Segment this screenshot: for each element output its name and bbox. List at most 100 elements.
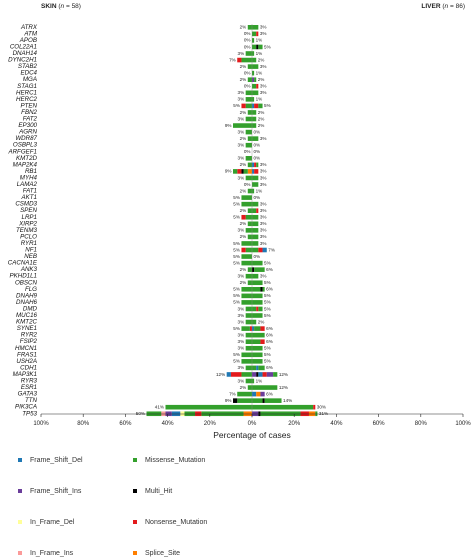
gene-label: DMD	[23, 305, 38, 312]
legend-label: In_Frame_Ins	[30, 550, 74, 557]
gene-label: FBN2	[21, 109, 37, 116]
right-percent-label: 3%	[260, 241, 267, 246]
right-bar-segment	[252, 208, 257, 213]
left-bar-segment	[245, 306, 252, 312]
right-bar-segment	[260, 287, 263, 292]
left-bar-segment	[245, 142, 252, 148]
legend-swatch	[18, 489, 22, 494]
right-percent-label: 0%	[254, 156, 261, 161]
left-percent-label: 3%	[238, 143, 245, 148]
right-bar-segment	[252, 90, 259, 96]
gene-label: RYR2	[21, 332, 38, 339]
gene-label: FSIP2	[20, 338, 38, 345]
left-bar-segment	[247, 64, 252, 69]
right-bar-segment	[254, 326, 261, 331]
legend-item: Frame_Shift_Ins	[18, 488, 81, 495]
left-bar-segment	[241, 372, 252, 377]
right-bar-segment	[254, 162, 257, 168]
right-percent-label: 6%	[266, 326, 273, 331]
right-bar-segment	[252, 293, 263, 299]
right-bar-segment	[266, 372, 274, 377]
left-bar-segment	[241, 241, 252, 246]
left-percent-label: 3%	[238, 274, 245, 279]
legend-label: Frame_Shift_Del	[30, 457, 83, 464]
right-percent-label: 0%	[254, 129, 261, 134]
right-bar-segment	[252, 319, 257, 325]
x-axis-label: Percentage of cases	[213, 430, 291, 440]
left-percent-label: 2%	[240, 208, 247, 213]
left-percent-label: 0%	[244, 70, 251, 75]
gene-label: TP53	[22, 410, 37, 417]
x-tick-label: 0%	[248, 421, 257, 427]
left-percent-label: 3%	[238, 97, 245, 102]
right-bar-segment	[260, 391, 265, 397]
left-percent-label: 0%	[244, 149, 251, 154]
gene-label: FAT2	[23, 116, 38, 123]
right-percent-label: 12%	[279, 372, 288, 377]
left-percent-label: 0%	[244, 182, 251, 187]
right-percent-label: 5%	[264, 280, 271, 285]
gene-label: FLG	[25, 286, 37, 293]
right-percent-label: 6%	[266, 287, 273, 292]
left-percent-label: 3%	[238, 346, 245, 351]
left-percent-label: 9%	[225, 123, 232, 128]
left-percent-label: 0%	[244, 84, 251, 89]
gene-label: WDR87	[15, 135, 37, 142]
right-bar-segment	[258, 365, 265, 371]
left-percent-label: 5%	[233, 293, 240, 298]
left-percent-label: 5%	[233, 215, 240, 220]
left-bar-segment	[247, 267, 252, 272]
legend-item: Splice_Site	[133, 550, 180, 557]
right-bar-segment	[252, 260, 263, 266]
left-group-n-value: 58	[71, 3, 79, 10]
x-tick-label: 80%	[415, 421, 428, 427]
right-bar-segment	[252, 339, 261, 344]
gene-label: ATM	[23, 30, 37, 37]
right-bar-segment	[252, 175, 259, 181]
right-bar-segment	[252, 313, 263, 318]
right-bar-segment	[252, 280, 263, 286]
left-percent-label: 3%	[238, 319, 245, 324]
x-tick-label: 100%	[33, 421, 49, 427]
right-percent-label: 0%	[254, 195, 261, 200]
right-percent-label: 2%	[258, 319, 265, 324]
left-bar-segment	[245, 51, 252, 56]
gene-label: USH2A	[16, 358, 37, 365]
right-bar-segment	[252, 31, 257, 37]
gene-label: NEB	[24, 253, 37, 260]
right-bar-segment	[252, 287, 261, 292]
left-percent-label: 9%	[225, 398, 232, 403]
legend-item: In_Frame_Del	[18, 519, 74, 526]
left-bar-segment	[237, 169, 242, 174]
gene-label: STAB2	[18, 63, 38, 70]
right-bar-segment	[252, 116, 257, 122]
right-bar-segment	[262, 287, 265, 292]
right-bar-segment	[258, 103, 263, 109]
right-bar-segment	[252, 385, 278, 390]
left-bar-segment	[241, 359, 252, 364]
right-bar-segment	[252, 103, 255, 109]
legend-item: Frame_Shift_Del	[18, 457, 83, 464]
right-bar-segment	[252, 136, 259, 141]
right-bar-segment	[252, 398, 263, 403]
right-bar-segment	[252, 241, 259, 246]
right-bar-segment	[256, 208, 259, 213]
legend-swatch	[18, 520, 22, 525]
gene-label: OBSCN	[15, 279, 38, 286]
gene-label: XIRP2	[18, 220, 37, 227]
left-percent-label: 3%	[238, 313, 245, 318]
right-percent-label: 3%	[260, 25, 267, 30]
right-percent-label: 6%	[266, 339, 273, 344]
legend-swatch	[133, 520, 137, 525]
left-percent-label: 5%	[233, 287, 240, 292]
right-bar-segment	[258, 372, 263, 377]
left-percent-label: 2%	[240, 25, 247, 30]
left-percent-label: 5%	[233, 300, 240, 305]
left-percent-label: 5%	[233, 359, 240, 364]
gene-label: EP300	[18, 122, 37, 129]
right-bar-segment	[252, 97, 255, 102]
left-bar-segment	[241, 195, 252, 200]
right-bar-segment	[252, 391, 257, 397]
legend-swatch	[18, 551, 22, 556]
gene-label: CSMD3	[15, 201, 37, 208]
